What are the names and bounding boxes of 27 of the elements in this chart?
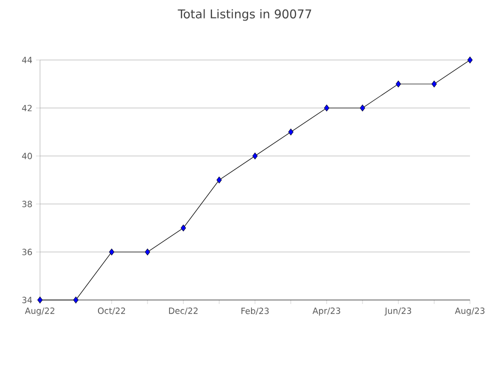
y-tick-label: 40 — [22, 152, 32, 160]
point — [144, 248, 150, 256]
y-tick-label: 42 — [22, 104, 32, 112]
x-tick-label: Jun/23 — [384, 308, 412, 316]
point — [109, 248, 114, 256]
y-tick-label: 38 — [22, 200, 32, 208]
x-tick-label: Apr/23 — [312, 308, 340, 316]
x-tick-label: Aug/23 — [454, 308, 484, 316]
point — [37, 296, 43, 304]
point — [396, 80, 401, 88]
point — [432, 80, 437, 88]
x-tick-label: Feb/23 — [241, 308, 269, 315]
point — [288, 128, 294, 136]
x-tick-label: Oct/22 — [98, 308, 126, 315]
x-tick-label: Aug/22 — [24, 308, 54, 316]
point — [324, 104, 330, 112]
y-tick-label: 34 — [22, 296, 32, 304]
point — [180, 224, 186, 232]
chart-title: Total Listings in 90077 — [178, 9, 312, 21]
x-tick-label: Dec/22 — [169, 308, 198, 315]
point — [467, 56, 473, 64]
y-tick-label: 36 — [22, 248, 32, 256]
point — [360, 104, 366, 112]
point — [252, 152, 258, 160]
point — [73, 296, 78, 304]
y-tick-label: 44 — [22, 56, 32, 64]
point — [216, 176, 222, 184]
